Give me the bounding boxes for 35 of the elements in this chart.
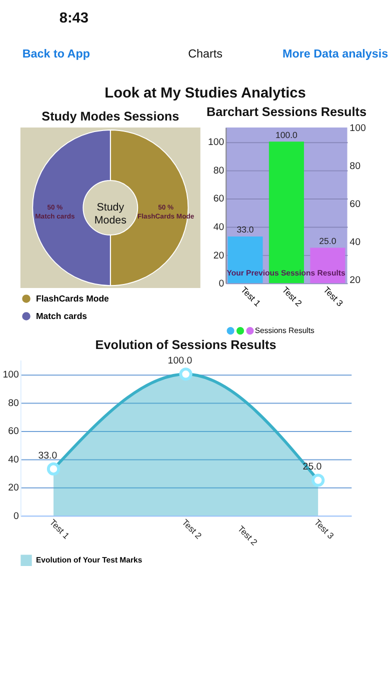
y-tick-label: 80	[213, 165, 225, 176]
data-label: 25.0	[319, 236, 336, 246]
y-tick-label: 0	[14, 511, 20, 522]
y-tick-label: 80	[8, 398, 20, 409]
y2-tick-label: 60	[350, 198, 362, 210]
y2-tick-label: 100	[350, 122, 366, 134]
y-tick-label: 40	[213, 222, 225, 233]
text: 8:43	[59, 10, 89, 26]
data-label: 33.0	[38, 450, 58, 462]
text: More Data analysis	[282, 47, 388, 60]
data-label: 100.0	[276, 130, 298, 140]
y-tick-label: 20	[8, 482, 20, 494]
chart-title: Barchart Sessions Results	[206, 104, 366, 119]
legend-label: Sessions Results	[254, 326, 315, 335]
text: Look at My Studies Analytics	[104, 85, 306, 102]
legend-label: Match cards	[36, 311, 88, 322]
y-tick-label: 20	[213, 250, 225, 262]
text: Study Modes	[94, 202, 126, 226]
data-label: 33.0	[236, 224, 254, 235]
y2-tick-label: 80	[350, 160, 362, 172]
y-tick-label: 60	[213, 194, 225, 205]
data-label: 100.0	[168, 355, 193, 366]
y2-tick-label: 40	[350, 236, 362, 248]
text: Back to App	[22, 47, 90, 60]
y-tick-label: 60	[8, 426, 20, 438]
y2-tick-label: 20	[350, 274, 362, 286]
chart-title: Evolution of Sessions Results	[95, 338, 276, 352]
legend-label: FlashCards Mode	[36, 294, 110, 304]
y-tick-label: 100	[2, 370, 20, 381]
text: Charts	[188, 47, 223, 60]
y-tick-label: 100	[208, 137, 225, 148]
legend-label: Evolution of Your Test Marks	[36, 555, 142, 564]
y-tick-label: 0	[218, 278, 225, 290]
chart-title: Study Modes Sessions	[42, 110, 180, 124]
y-tick-label: 40	[8, 454, 20, 466]
